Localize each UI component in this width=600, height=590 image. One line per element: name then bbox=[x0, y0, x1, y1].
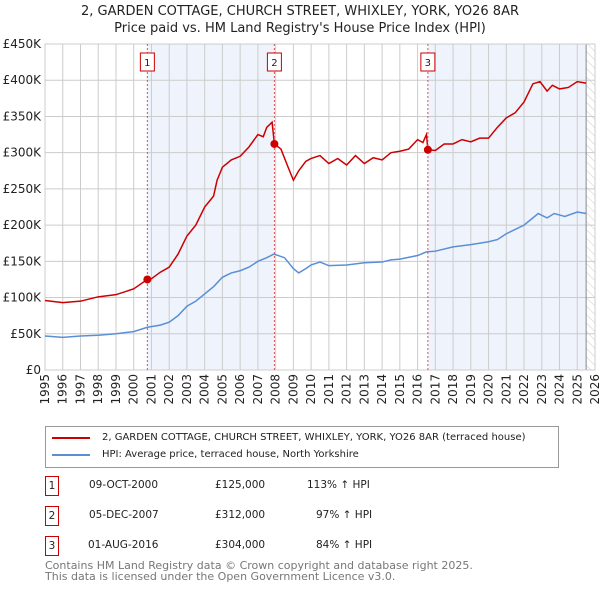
sale-marker-label: 3 bbox=[425, 58, 431, 69]
x-tick-label: 2014 bbox=[375, 374, 389, 405]
x-tick-label: 2021 bbox=[499, 374, 513, 405]
y-tick-label: £0 bbox=[26, 363, 41, 377]
sale-date: 09-OCT-2000 bbox=[89, 479, 158, 491]
sale-hpi: 84% ↑ HPI bbox=[316, 539, 373, 551]
x-tick-label: 2001 bbox=[144, 374, 158, 405]
sale-date: 01-AUG-2016 bbox=[88, 539, 159, 551]
title-line-1: 2, GARDEN COTTAGE, CHURCH STREET, WHIXLE… bbox=[80, 4, 520, 19]
y-tick-label: £200K bbox=[3, 218, 43, 232]
x-tick-label: 2002 bbox=[162, 374, 176, 405]
future-hatch bbox=[586, 44, 595, 370]
x-tick-label: 2013 bbox=[357, 374, 371, 405]
legend-item-hpi: HPI: Average price, terraced house, Nort… bbox=[52, 449, 359, 460]
y-tick-label: £250K bbox=[3, 182, 43, 196]
x-tick-label: 2016 bbox=[411, 374, 425, 405]
y-tick-label: £400K bbox=[3, 73, 43, 87]
x-tick-label: 2011 bbox=[322, 374, 336, 405]
x-tick-label: 2005 bbox=[215, 374, 229, 405]
x-tick-label: 2012 bbox=[340, 374, 354, 405]
y-tick-label: £100K bbox=[3, 291, 43, 305]
footer: Contains HM Land Registry data © Crown c… bbox=[45, 560, 473, 582]
x-tick-label: 1997 bbox=[73, 374, 87, 405]
sale-hpi: 97% ↑ HPI bbox=[316, 509, 373, 521]
sale-price: £312,000 bbox=[215, 509, 266, 521]
sale-row: 3 01-AUG-2016 £304,000 84% ↑ HPI bbox=[45, 536, 600, 556]
sale-marker: 3 bbox=[45, 536, 59, 556]
x-tick-label: 2026 bbox=[588, 374, 600, 405]
x-tick-label: 2022 bbox=[517, 374, 531, 405]
plot-border bbox=[44, 43, 596, 371]
legend-label: 2, GARDEN COTTAGE, CHURCH STREET, WHIXLE… bbox=[102, 432, 526, 443]
shade-region bbox=[147, 44, 275, 370]
sale-marker-box bbox=[420, 52, 436, 72]
sale-marker-box bbox=[266, 52, 282, 72]
sale-marker-box bbox=[139, 52, 155, 72]
y-tick-label: £350K bbox=[3, 109, 43, 123]
x-tick-label: 2020 bbox=[482, 374, 496, 405]
price-chart: £0 £50K £100K £150K £200K £250K £300K £350K £400… bbox=[3, 37, 600, 405]
sale-row: 1 09-OCT-2000 £125,000 113% ↑ HPI bbox=[45, 476, 600, 496]
chart-title: 2, GARDEN COTTAGE, CHURCH STREET, WHIXLE… bbox=[0, 3, 600, 37]
x-tick-label: 2006 bbox=[233, 374, 247, 405]
x-tick-label: 2017 bbox=[428, 374, 442, 405]
legend-item-property: 2, GARDEN COTTAGE, CHURCH STREET, WHIXLE… bbox=[52, 432, 526, 443]
series-line bbox=[44, 80, 587, 304]
x-tick-label: 2015 bbox=[393, 374, 407, 405]
footer-line-1: Contains HM Land Registry data © Crown c… bbox=[45, 559, 473, 572]
sale-marker: 2 bbox=[45, 506, 59, 526]
sale-marker-label: 2 bbox=[271, 58, 277, 69]
x-tick-label: 2023 bbox=[535, 374, 549, 405]
sale-price: £125,000 bbox=[215, 479, 266, 491]
x-tick-label: 1996 bbox=[56, 374, 70, 405]
x-tick-label: 2008 bbox=[269, 374, 283, 405]
legend-swatch-blue bbox=[52, 453, 90, 456]
legend-swatch-red bbox=[52, 436, 90, 439]
sale-point bbox=[423, 145, 432, 154]
sale-point bbox=[270, 139, 279, 148]
y-tick-label: £50K bbox=[10, 327, 42, 341]
x-tick-label: 2000 bbox=[127, 374, 141, 405]
sale-marker: 1 bbox=[45, 476, 59, 496]
y-tick-label: £300K bbox=[3, 146, 43, 160]
legend: 2, GARDEN COTTAGE, CHURCH STREET, WHIXLE… bbox=[45, 426, 559, 468]
x-tick-label: 1998 bbox=[91, 374, 105, 405]
y-tick-label: £450K bbox=[3, 37, 43, 51]
sale-price: £304,000 bbox=[215, 539, 266, 551]
x-tick-label: 2007 bbox=[251, 374, 265, 405]
x-tick-label: 2019 bbox=[464, 374, 478, 405]
sale-marker-label: 1 bbox=[144, 58, 150, 69]
sale-row: 2 05-DEC-2007 £312,000 97% ↑ HPI bbox=[45, 506, 600, 526]
x-tick-label: 2025 bbox=[570, 374, 584, 405]
shade-region bbox=[427, 44, 587, 370]
x-tick-label: 1999 bbox=[109, 374, 123, 405]
sale-date: 05-DEC-2007 bbox=[89, 509, 159, 521]
x-tick-label: 2018 bbox=[446, 374, 460, 405]
x-tick-label: 2003 bbox=[180, 374, 194, 405]
footer-line-2: This data is licensed under the Open Gov… bbox=[45, 570, 396, 583]
x-tick-label: 2010 bbox=[304, 374, 318, 405]
sale-point bbox=[143, 275, 152, 284]
x-tick-label: 1995 bbox=[38, 374, 52, 405]
x-tick-label: 2009 bbox=[286, 374, 300, 405]
y-tick-label: £150K bbox=[3, 254, 43, 268]
series-line bbox=[44, 211, 587, 339]
title-line-2: Price paid vs. HM Land Registry's House … bbox=[114, 21, 486, 36]
x-tick-label: 2004 bbox=[198, 374, 212, 405]
sale-hpi: 113% ↑ HPI bbox=[307, 479, 370, 491]
legend-label: HPI: Average price, terraced house, Nort… bbox=[102, 449, 359, 460]
x-tick-label: 2024 bbox=[553, 374, 567, 405]
